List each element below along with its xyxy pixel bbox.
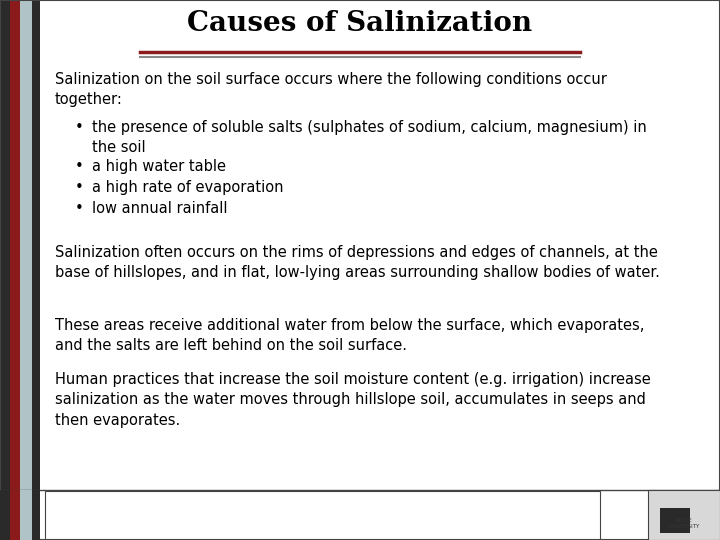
Text: Human practices that increase the soil moisture content (e.g. irrigation) increa: Human practices that increase the soil m… [55, 372, 651, 428]
Bar [20, 0, 32, 490]
Text: KEELE
UNIVERSITY: KEELE UNIVERSITY [668, 518, 700, 529]
Text: •: • [75, 180, 84, 195]
Bar [20, 490, 32, 540]
Bar [10, 0, 20, 490]
Text: the presence of soluble salts (sulphates of sodium, calcium, magnesium) in
the s: the presence of soluble salts (sulphates… [92, 120, 647, 156]
Bar [32, 0, 40, 490]
Bar [648, 490, 720, 540]
Text: Causes of Salinization: Causes of Salinization [187, 10, 533, 37]
Text: low annual rainfall: low annual rainfall [92, 201, 228, 216]
Text: Salinization often occurs on the rims of depressions and edges of channels, at t: Salinization often occurs on the rims of… [55, 245, 660, 280]
Bar [10, 490, 20, 540]
Text: •: • [75, 120, 84, 135]
Text: •: • [75, 201, 84, 216]
Text: a high water table: a high water table [92, 159, 226, 174]
Bar [45, 491, 600, 539]
Bar [0, 490, 10, 540]
Text: •: • [75, 159, 84, 174]
Text: a high rate of evaporation: a high rate of evaporation [92, 180, 284, 195]
Bar [660, 508, 690, 532]
Bar [0, 0, 10, 490]
Text: These areas receive additional water from below the surface, which evaporates,
a: These areas receive additional water fro… [55, 318, 644, 353]
Text: Salinization on the soil surface occurs where the following conditions occur
tog: Salinization on the soil surface occurs … [55, 72, 607, 107]
Bar [32, 490, 40, 540]
